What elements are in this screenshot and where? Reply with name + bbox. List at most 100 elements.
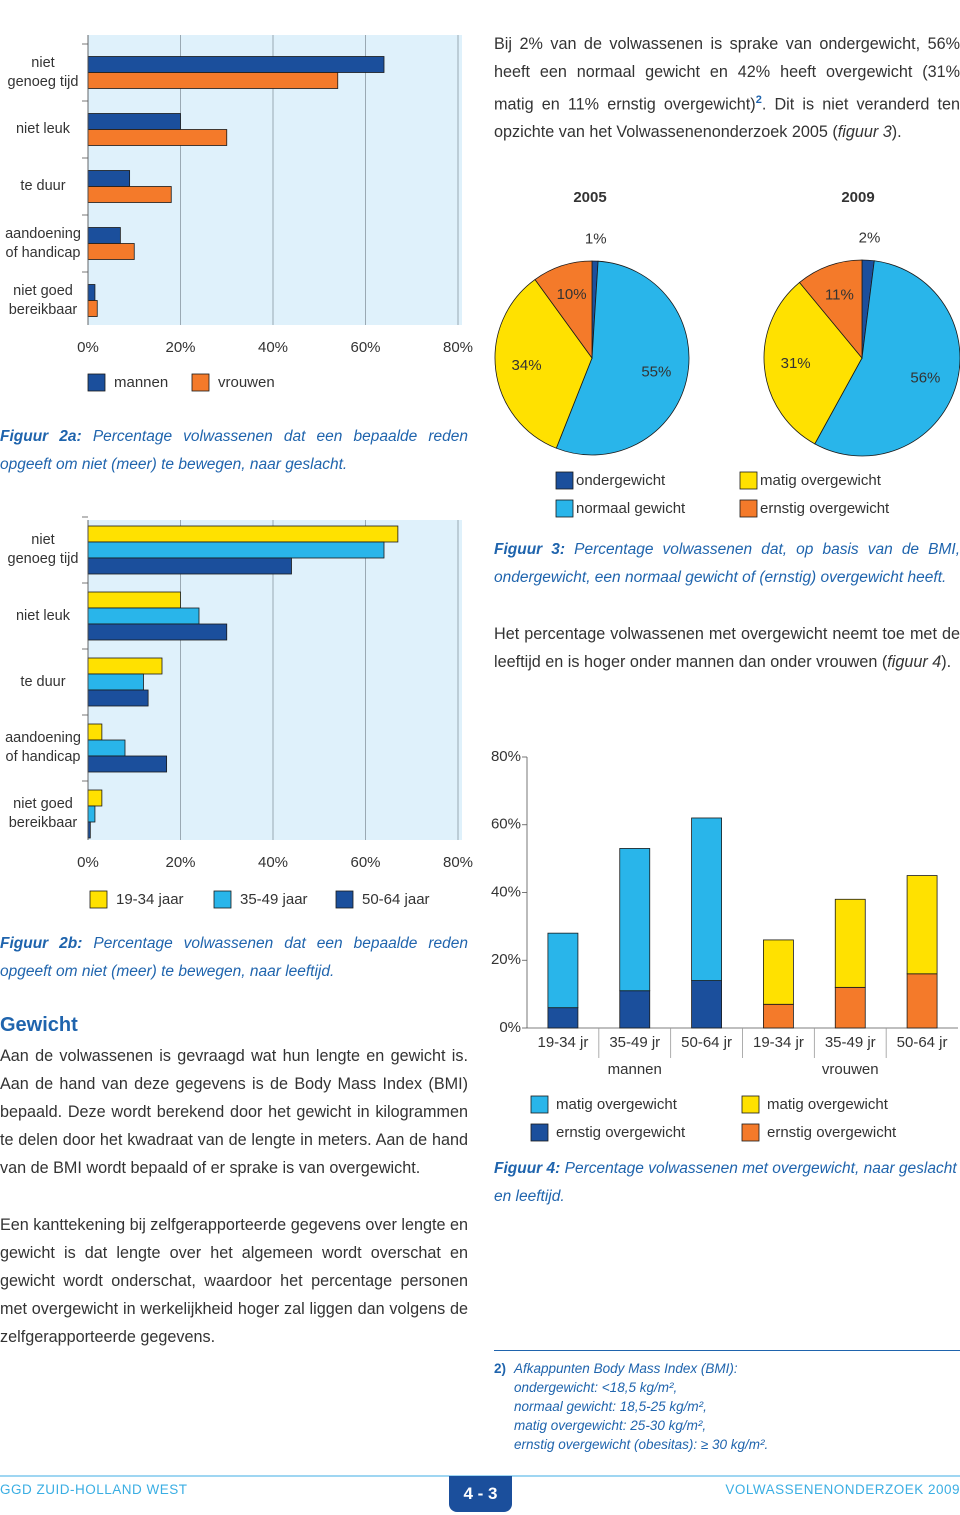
legend-swatch	[191, 373, 210, 392]
y-tick-label: 0%	[499, 1019, 521, 1036]
paragraph-text: ).	[941, 653, 952, 671]
figure-label: Figuur 2b:	[0, 935, 83, 952]
intro: Bij 2% van de volwassenen is sprake van …	[494, 30, 960, 146]
paragraph: Aan de volwassenen is gevraagd wat hun l…	[0, 1047, 468, 1177]
footnote-line: matig overgewicht: 25-30 kg/m²,	[514, 1418, 707, 1433]
bar	[87, 557, 292, 575]
caption-text: Percentage volwassenen dat, op basis van…	[494, 541, 960, 586]
legend-swatch	[555, 471, 574, 490]
data-label: 11%	[825, 286, 854, 303]
x-tick-label: 60%	[350, 339, 380, 356]
footnote-line: normaal gewicht: 18,5-25 kg/m²,	[514, 1399, 707, 1414]
bar	[87, 186, 172, 203]
x-tick-label: 0%	[77, 854, 99, 871]
group-label: mannen	[608, 1061, 662, 1078]
bar	[87, 805, 96, 823]
x-tick-label: 19-34 jr	[537, 1034, 588, 1051]
figure-label: Figuur 3:	[494, 541, 566, 558]
legend-label: mannen	[114, 374, 168, 391]
paragraph: Het percentage volwassenen met overgewic…	[494, 620, 960, 676]
figure-label: Figuur 4:	[494, 1160, 561, 1177]
figure-ref: figuur 3	[837, 123, 892, 142]
bar-segment	[834, 986, 866, 1029]
legend-label: ernstig overgewicht	[760, 500, 890, 517]
x-tick-label: 19-34 jr	[753, 1034, 804, 1051]
bar	[87, 72, 339, 89]
bar	[87, 300, 98, 317]
legend-swatch	[741, 1123, 760, 1142]
pie-slice	[534, 260, 593, 360]
y-tick-label: niet genoeg tijd	[7, 532, 79, 567]
bar-segment	[691, 980, 722, 1029]
bar	[87, 129, 228, 146]
bar-segment	[906, 973, 938, 1029]
bar	[87, 623, 228, 641]
bar	[87, 525, 399, 543]
bar-segment	[763, 1003, 794, 1029]
legend-label: 19-34 jaar	[116, 891, 184, 908]
figure-ref: figuur 4	[887, 653, 942, 671]
y-tick-label: te duur	[20, 673, 66, 690]
footnote-number: 2)	[494, 1361, 507, 1376]
pie-title: 2009	[841, 189, 874, 206]
bar-segment	[906, 875, 938, 975]
caption: Figuur 4: Percentage volwassenen met ove…	[494, 1155, 960, 1211]
x-tick-label: 80%	[443, 854, 473, 871]
y-tick-label: niet goed bereikbaar	[8, 282, 78, 318]
legend-swatch	[739, 499, 758, 518]
footnote-line: Afkappunten Body Mass Index (BMI):	[514, 1361, 738, 1376]
legend-label: ernstig overgewicht	[556, 1124, 686, 1141]
x-tick-label: 20%	[165, 854, 195, 871]
bar	[87, 739, 126, 757]
y-tick-label: 40%	[491, 883, 521, 900]
legend-label: matig overgewicht	[556, 1096, 678, 1113]
bar	[87, 591, 181, 609]
footer-left: GGD ZUID-HOLLAND WEST	[0, 1482, 188, 1497]
footnote-line: ondergewicht: <18,5 kg/m²,	[514, 1380, 678, 1395]
footnote-rule	[494, 1350, 960, 1351]
y-tick-label: aandoening of handicap	[5, 730, 81, 765]
caption-text: Percentage volwassenen met overgewicht, …	[494, 1160, 957, 1205]
y-tick-label: 20%	[491, 951, 521, 968]
pie-title: 2005	[573, 189, 606, 206]
caption-text: Percentage volwassenen dat een bepaalde …	[0, 428, 468, 473]
bar-segment	[547, 1007, 579, 1029]
legend-swatch	[87, 373, 106, 392]
page-number: 4 - 3	[449, 1476, 512, 1512]
data-label: 56%	[910, 370, 940, 387]
y-tick-label: niet leuk	[15, 121, 70, 137]
bar	[87, 689, 149, 707]
bar	[87, 789, 103, 807]
y-tick-label: niet genoeg tijd	[7, 54, 79, 90]
x-tick-label: 40%	[258, 854, 288, 871]
y-tick-label: niet goed bereikbaar	[8, 796, 78, 831]
legend-label: normaal gewicht	[576, 500, 686, 517]
figure-label: Figuur 2a:	[0, 428, 82, 445]
y-tick-label: 60%	[491, 816, 521, 833]
legend-swatch	[335, 890, 354, 909]
legend-swatch	[739, 471, 758, 490]
intro-text: Bij 2% van de volwassenen is sprake van …	[494, 35, 960, 114]
legend-swatch	[555, 499, 574, 518]
legend-label: vrouwen	[218, 374, 275, 391]
bar	[87, 755, 168, 773]
legend-label: 35-49 jaar	[240, 891, 308, 908]
legend-swatch	[530, 1123, 549, 1142]
caption: Figuur 3: Percentage volwassenen dat, op…	[494, 536, 960, 592]
x-tick-label: 20%	[165, 339, 195, 356]
bar	[87, 56, 385, 73]
bar	[87, 607, 200, 625]
bar	[87, 170, 131, 187]
data-label: 10%	[557, 286, 587, 303]
x-tick-label: 35-49 jr	[609, 1034, 660, 1051]
paragraph-text: Het percentage volwassenen met overgewic…	[494, 625, 960, 671]
section-heading: Gewicht	[0, 1014, 78, 1036]
caption-text: Percentage volwassenen dat een bepaalde …	[0, 935, 468, 980]
pie-slice	[763, 281, 863, 445]
legend-label: ernstig overgewicht	[767, 1124, 897, 1141]
x-tick-label: 35-49 jr	[825, 1034, 876, 1051]
bar	[87, 541, 385, 559]
footnote-ref: 2	[755, 94, 762, 106]
